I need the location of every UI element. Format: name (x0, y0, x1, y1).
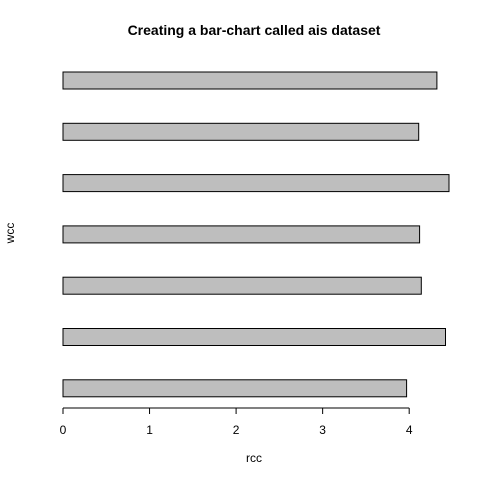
x-axis-label: rcc (246, 451, 262, 465)
x-axis-ticks: 0 1 2 3 4 (60, 408, 413, 437)
x-tick-label: 1 (146, 423, 153, 437)
bar-2 (62, 328, 446, 346)
bar-1 (62, 379, 408, 398)
bar-4 (62, 225, 421, 244)
bar-6 (62, 122, 420, 141)
x-tick-label: 3 (319, 423, 326, 437)
bars-group (62, 71, 450, 398)
x-axis: 0 1 2 3 4 (60, 407, 413, 437)
bar-5 (62, 174, 450, 193)
y-axis-label: wcc (3, 223, 17, 245)
x-tick-label: 0 (60, 423, 67, 437)
x-tick-label: 4 (406, 423, 413, 437)
chart-title: Creating a bar-chart called ais dataset (128, 22, 381, 38)
bar-3 (62, 276, 422, 295)
x-tick-label: 2 (233, 423, 240, 437)
bar-7 (62, 71, 438, 90)
